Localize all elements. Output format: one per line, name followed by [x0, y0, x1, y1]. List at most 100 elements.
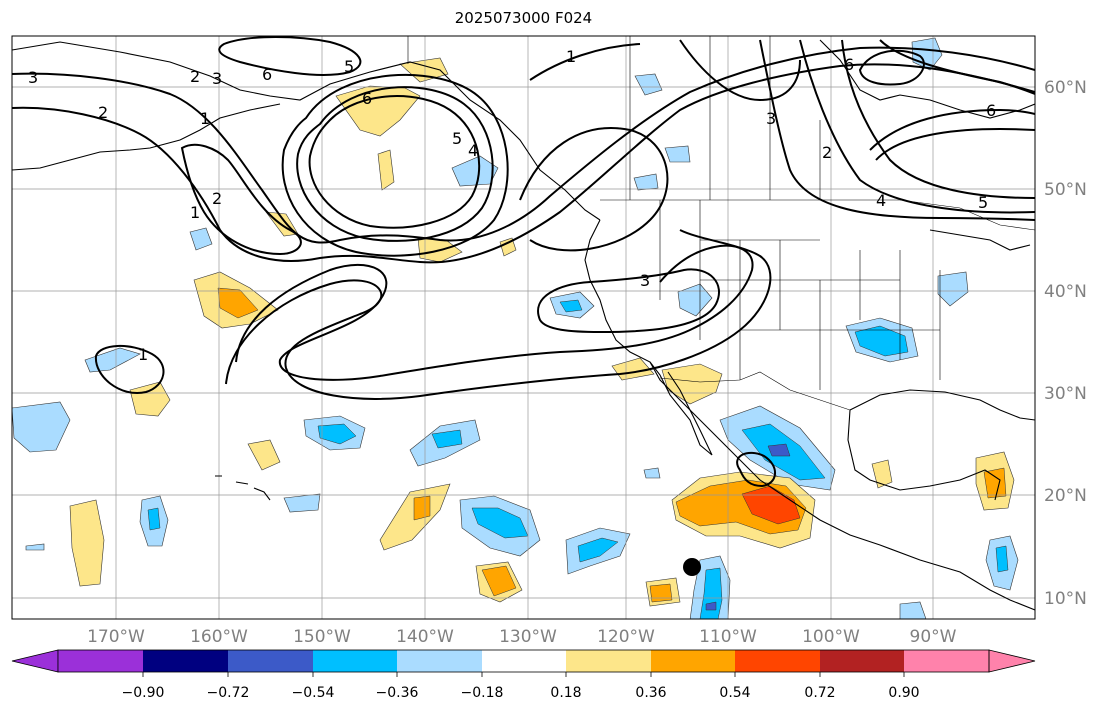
patch-royal [705, 601, 717, 611]
strong-positive-cores [217, 287, 1007, 603]
patch-blue [643, 467, 661, 479]
map-plot-area: 3 2 1 2 3 6 6 5 4 2 5 1 3 6 6 2 4 5 1 3 … [12, 36, 1035, 619]
lat-label: 60°N [1044, 78, 1087, 98]
contour-line [218, 36, 362, 76]
contour-label: 1 [566, 47, 576, 66]
patch-blue [283, 493, 321, 513]
location-marker [683, 558, 701, 576]
colorbar-arrow-max [988, 649, 1036, 673]
contour-line [679, 39, 801, 102]
patch-deep-blue [147, 507, 161, 531]
contours [12, 36, 1035, 488]
gulf-coast [849, 389, 1035, 421]
patch-blue [189, 227, 213, 251]
contour-label: 2 [98, 103, 108, 122]
contour-label: 6 [262, 65, 272, 84]
lat-label: 40°N [1044, 282, 1087, 302]
patch-deep-blue [559, 299, 583, 313]
patch-yellow [377, 149, 395, 191]
graticule [12, 36, 1035, 619]
lat-label: 30°N [1044, 384, 1087, 404]
lon-label: 170°W [87, 627, 145, 647]
lat-label: 20°N [1044, 486, 1087, 506]
contour-line [537, 268, 720, 334]
colorbar-tick-label: 0.90 [888, 685, 919, 701]
contour-line [235, 244, 754, 381]
contour-label: 3 [28, 68, 38, 87]
colorbar-segment [735, 650, 820, 672]
colorbar-segment [58, 650, 143, 672]
colorbar-tick-label: 0.18 [550, 685, 581, 701]
patch-deep-blue [317, 423, 357, 445]
patch-blue [677, 283, 713, 317]
patch-red [741, 485, 801, 525]
contour-line [736, 451, 776, 488]
contour-label: 3 [212, 69, 222, 88]
contour-line [529, 43, 641, 81]
patch-orange [481, 565, 517, 597]
lon-label: 130°W [499, 627, 557, 647]
patch-blue [633, 173, 659, 191]
latitude-labels: 60°N 50°N 40°N 30°N 20°N 10°N [1044, 78, 1087, 609]
map-title: 2025073000 F024 [454, 9, 593, 27]
contour-line [12, 63, 1035, 264]
colorbar-segment [313, 650, 397, 672]
strong-negative-cores [147, 299, 1009, 619]
colorbar-segment [397, 650, 482, 672]
patch-blue [12, 401, 71, 453]
colorbar-segment [820, 650, 904, 672]
colorbar-segment [482, 650, 566, 672]
patch-blue [84, 347, 141, 373]
contour-line [875, 128, 1035, 161]
colorbar-ticks [142, 672, 905, 677]
colorbar-tick-label: −0.54 [292, 685, 335, 701]
colorbar-segment [904, 650, 989, 672]
contour-line [858, 49, 925, 86]
canada-provinces [629, 36, 821, 200]
contour-label: 6 [362, 89, 372, 108]
colorbar-segment [566, 650, 651, 672]
contour-line [225, 229, 772, 400]
colorbar-arrow-min [11, 649, 59, 673]
patch-orange [413, 495, 431, 521]
patch-yellow [661, 363, 723, 405]
lon-label: 90°W [910, 627, 957, 647]
patch-yellow [247, 439, 281, 471]
colorbar-tick-label: −0.90 [122, 685, 165, 701]
map-frame [11, 35, 1036, 620]
contour-line [841, 39, 1035, 199]
hawaii [215, 475, 271, 501]
colorbar-tick-labels: −0.90 −0.72 −0.54 −0.36 −0.18 0.18 0.36 … [122, 685, 920, 701]
contour-line [180, 143, 302, 256]
contour-line [759, 39, 1035, 221]
contour-label: 5 [978, 193, 988, 212]
colorbar-segment [143, 650, 228, 672]
contour-line [879, 39, 1035, 95]
contour-line [296, 86, 494, 242]
baja-peninsula [649, 361, 713, 456]
patch-blue [451, 155, 499, 187]
patch-blue [25, 543, 45, 551]
contour-line [94, 344, 165, 394]
patch-blue [899, 601, 927, 619]
patch-yellow [69, 499, 105, 587]
colorbar-tick-label: −0.36 [376, 685, 419, 701]
contour-label: 4 [468, 141, 478, 160]
patch-deep-blue [431, 429, 463, 449]
contour-label: 2 [822, 143, 832, 162]
alaska-coast [12, 41, 601, 221]
contour-line [519, 127, 669, 252]
yucatan [847, 409, 1001, 501]
lat-label: 50°N [1044, 180, 1087, 200]
patch-deep-blue [699, 567, 723, 619]
lon-label: 150°W [293, 627, 351, 647]
contour-label: 2 [190, 67, 200, 86]
patch-orange [217, 287, 259, 319]
colorbar-tick-label: −0.72 [207, 685, 250, 701]
patch-blue [664, 145, 691, 163]
contour-label: 1 [190, 203, 200, 222]
longitude-labels: 170°W 160°W 150°W 140°W 130°W 120°W 110°… [87, 627, 957, 647]
patch-orange [649, 583, 673, 603]
contour-line [308, 95, 481, 229]
